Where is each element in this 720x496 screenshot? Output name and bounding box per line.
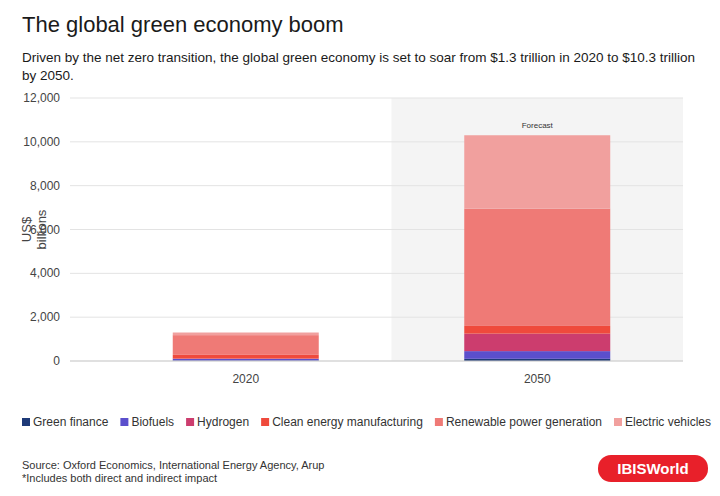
- legend-label: Biofuels: [131, 415, 174, 429]
- bar-segment: [464, 326, 610, 334]
- grid-line: [70, 98, 683, 99]
- bars: [173, 135, 611, 361]
- bar-segment: [464, 135, 610, 208]
- bar-segment: [464, 351, 610, 359]
- x-axis-line: [70, 361, 683, 362]
- background: [0, 0, 720, 496]
- bar-segment: [173, 335, 319, 355]
- bar-segment: [173, 333, 319, 336]
- y-tick-label: 10,000: [23, 135, 60, 149]
- bar-segment: [464, 209, 610, 326]
- y-axis-label-line: US$: [19, 216, 34, 242]
- legend-marker: [120, 418, 128, 426]
- y-tick-label: 8,000: [30, 179, 60, 193]
- legend-marker: [614, 418, 622, 426]
- source: Source: Oxford Economics, International …: [22, 459, 324, 471]
- legend-label: Renewable power generation: [446, 415, 602, 429]
- chart: The global green economy boom Driven by t…: [0, 0, 720, 496]
- legend-marker: [186, 418, 194, 426]
- subtitle: Driven by the net zero transition, the g…: [22, 50, 695, 83]
- title: The global green economy boom: [22, 12, 344, 37]
- annotation: Forecast: [522, 121, 554, 130]
- y-tick-label: 4,000: [30, 266, 60, 280]
- grid-line: [70, 361, 683, 362]
- legend-label: Clean energy manufacturing: [272, 415, 423, 429]
- logo-text: IBISWorld: [617, 460, 688, 477]
- footnote: *Includes both direct and indirect impac…: [22, 472, 217, 484]
- y-tick-label: 12,000: [23, 91, 60, 105]
- legend-marker: [261, 418, 269, 426]
- legend-label: Hydrogen: [197, 415, 249, 429]
- y-axis-label-line: billions: [34, 209, 49, 249]
- bar-segment: [464, 334, 610, 352]
- logo-badge: [598, 455, 708, 482]
- subtitle-line: Driven by the net zero transition, the g…: [22, 50, 695, 65]
- bar-segment: [173, 359, 319, 361]
- bar-segment: [173, 355, 319, 359]
- legend-marker: [435, 418, 443, 426]
- x-tick-label: 2050: [524, 372, 551, 386]
- x-tick-label: 2020: [232, 372, 259, 386]
- legend-label: Green finance: [33, 415, 109, 429]
- legend-marker: [22, 418, 30, 426]
- legend-label: Electric vehicles: [625, 415, 711, 429]
- subtitle-line: by 2050.: [22, 68, 74, 83]
- y-tick-label: 0: [53, 354, 60, 368]
- y-axis-label: US$billions: [19, 209, 49, 249]
- y-tick-label: 2,000: [30, 310, 60, 324]
